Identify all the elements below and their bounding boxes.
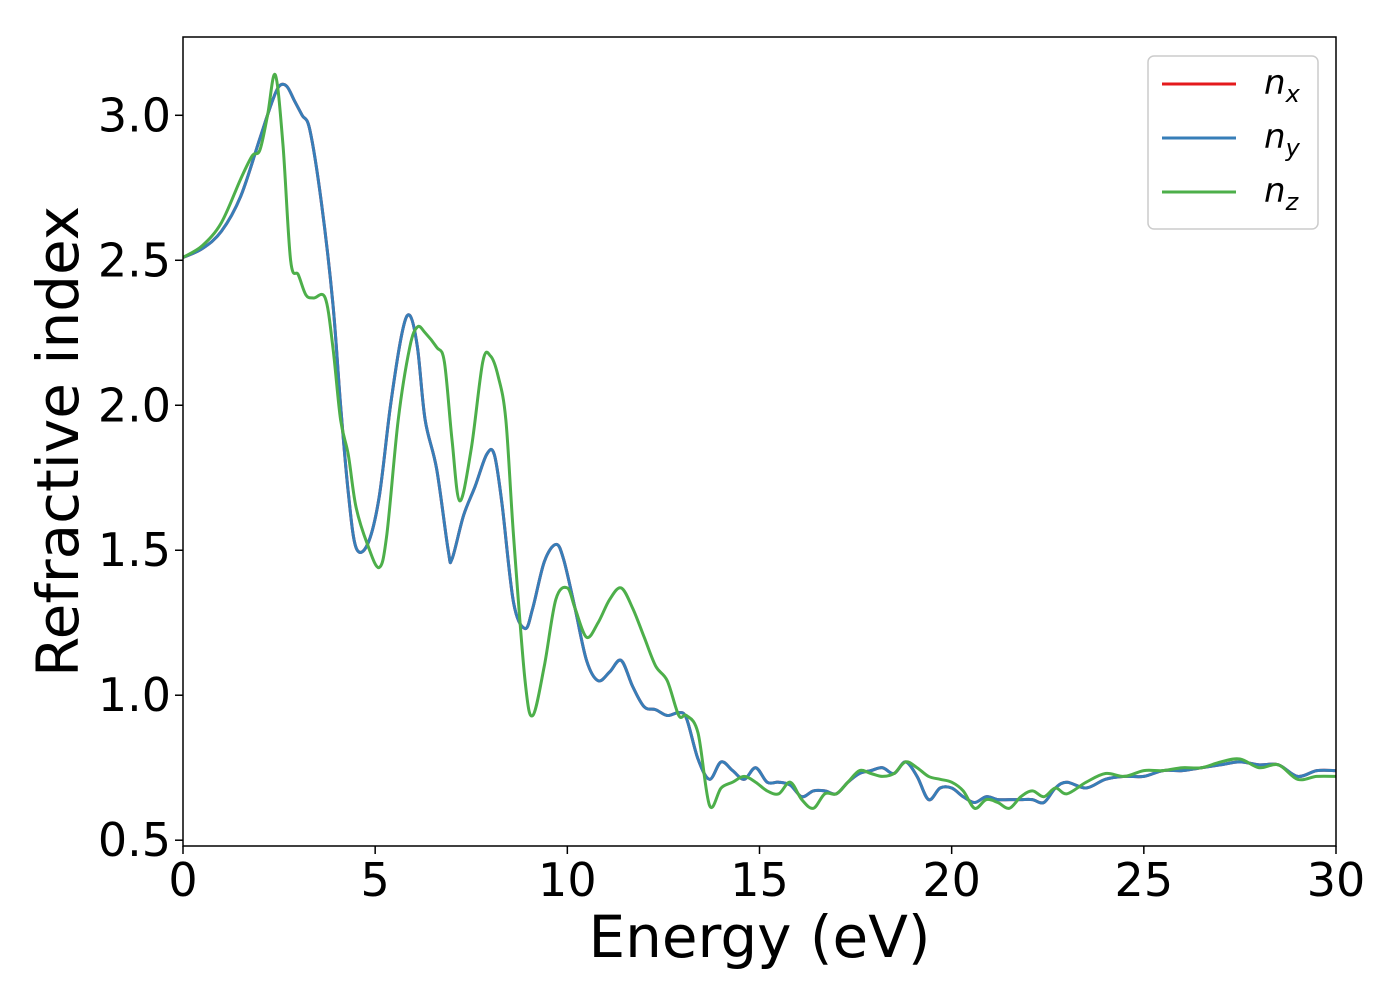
legend-label-subscript: y	[1285, 134, 1301, 162]
legend-label-main: n	[1264, 63, 1286, 103]
y-tick-label: 1.0	[98, 668, 171, 722]
x-tick-label: 30	[1307, 853, 1366, 907]
legend-label-subscript: x	[1285, 80, 1301, 108]
x-tick-label: 0	[168, 853, 197, 907]
legend-label-main: n	[1264, 171, 1286, 211]
legend-label-z: nz	[1264, 171, 1300, 216]
legend-box	[1147, 55, 1319, 230]
y-tick-label: 2.5	[98, 233, 171, 287]
legend-label-x: nx	[1264, 63, 1301, 108]
x-axis-label: Energy (eV)	[588, 903, 930, 971]
x-tick-label: 5	[361, 853, 390, 907]
series-line-z	[183, 73, 1336, 810]
legend-label-main: n	[1264, 117, 1286, 157]
series-layer	[183, 73, 1336, 810]
y-axis-label: Refractive index	[24, 206, 92, 677]
y-tick-label: 1.5	[98, 523, 171, 577]
x-tick-label: 25	[1115, 853, 1174, 907]
x-tick-label: 20	[922, 853, 981, 907]
ticks-layer: 0 5 10 15 20 25 30 0.5 1.0 1.5 2.0 2.5 3.0	[98, 88, 1365, 907]
y-tick-label: 3.0	[98, 88, 171, 142]
y-tick-label: 0.5	[98, 813, 171, 867]
x-tick-label: 15	[730, 853, 789, 907]
legend-label-subscript: z	[1285, 188, 1300, 216]
legend-label-y: ny	[1264, 117, 1301, 162]
series-line-y	[183, 82, 1336, 805]
y-tick-label: 2.0	[98, 378, 171, 432]
x-tick-label: 10	[538, 853, 597, 907]
